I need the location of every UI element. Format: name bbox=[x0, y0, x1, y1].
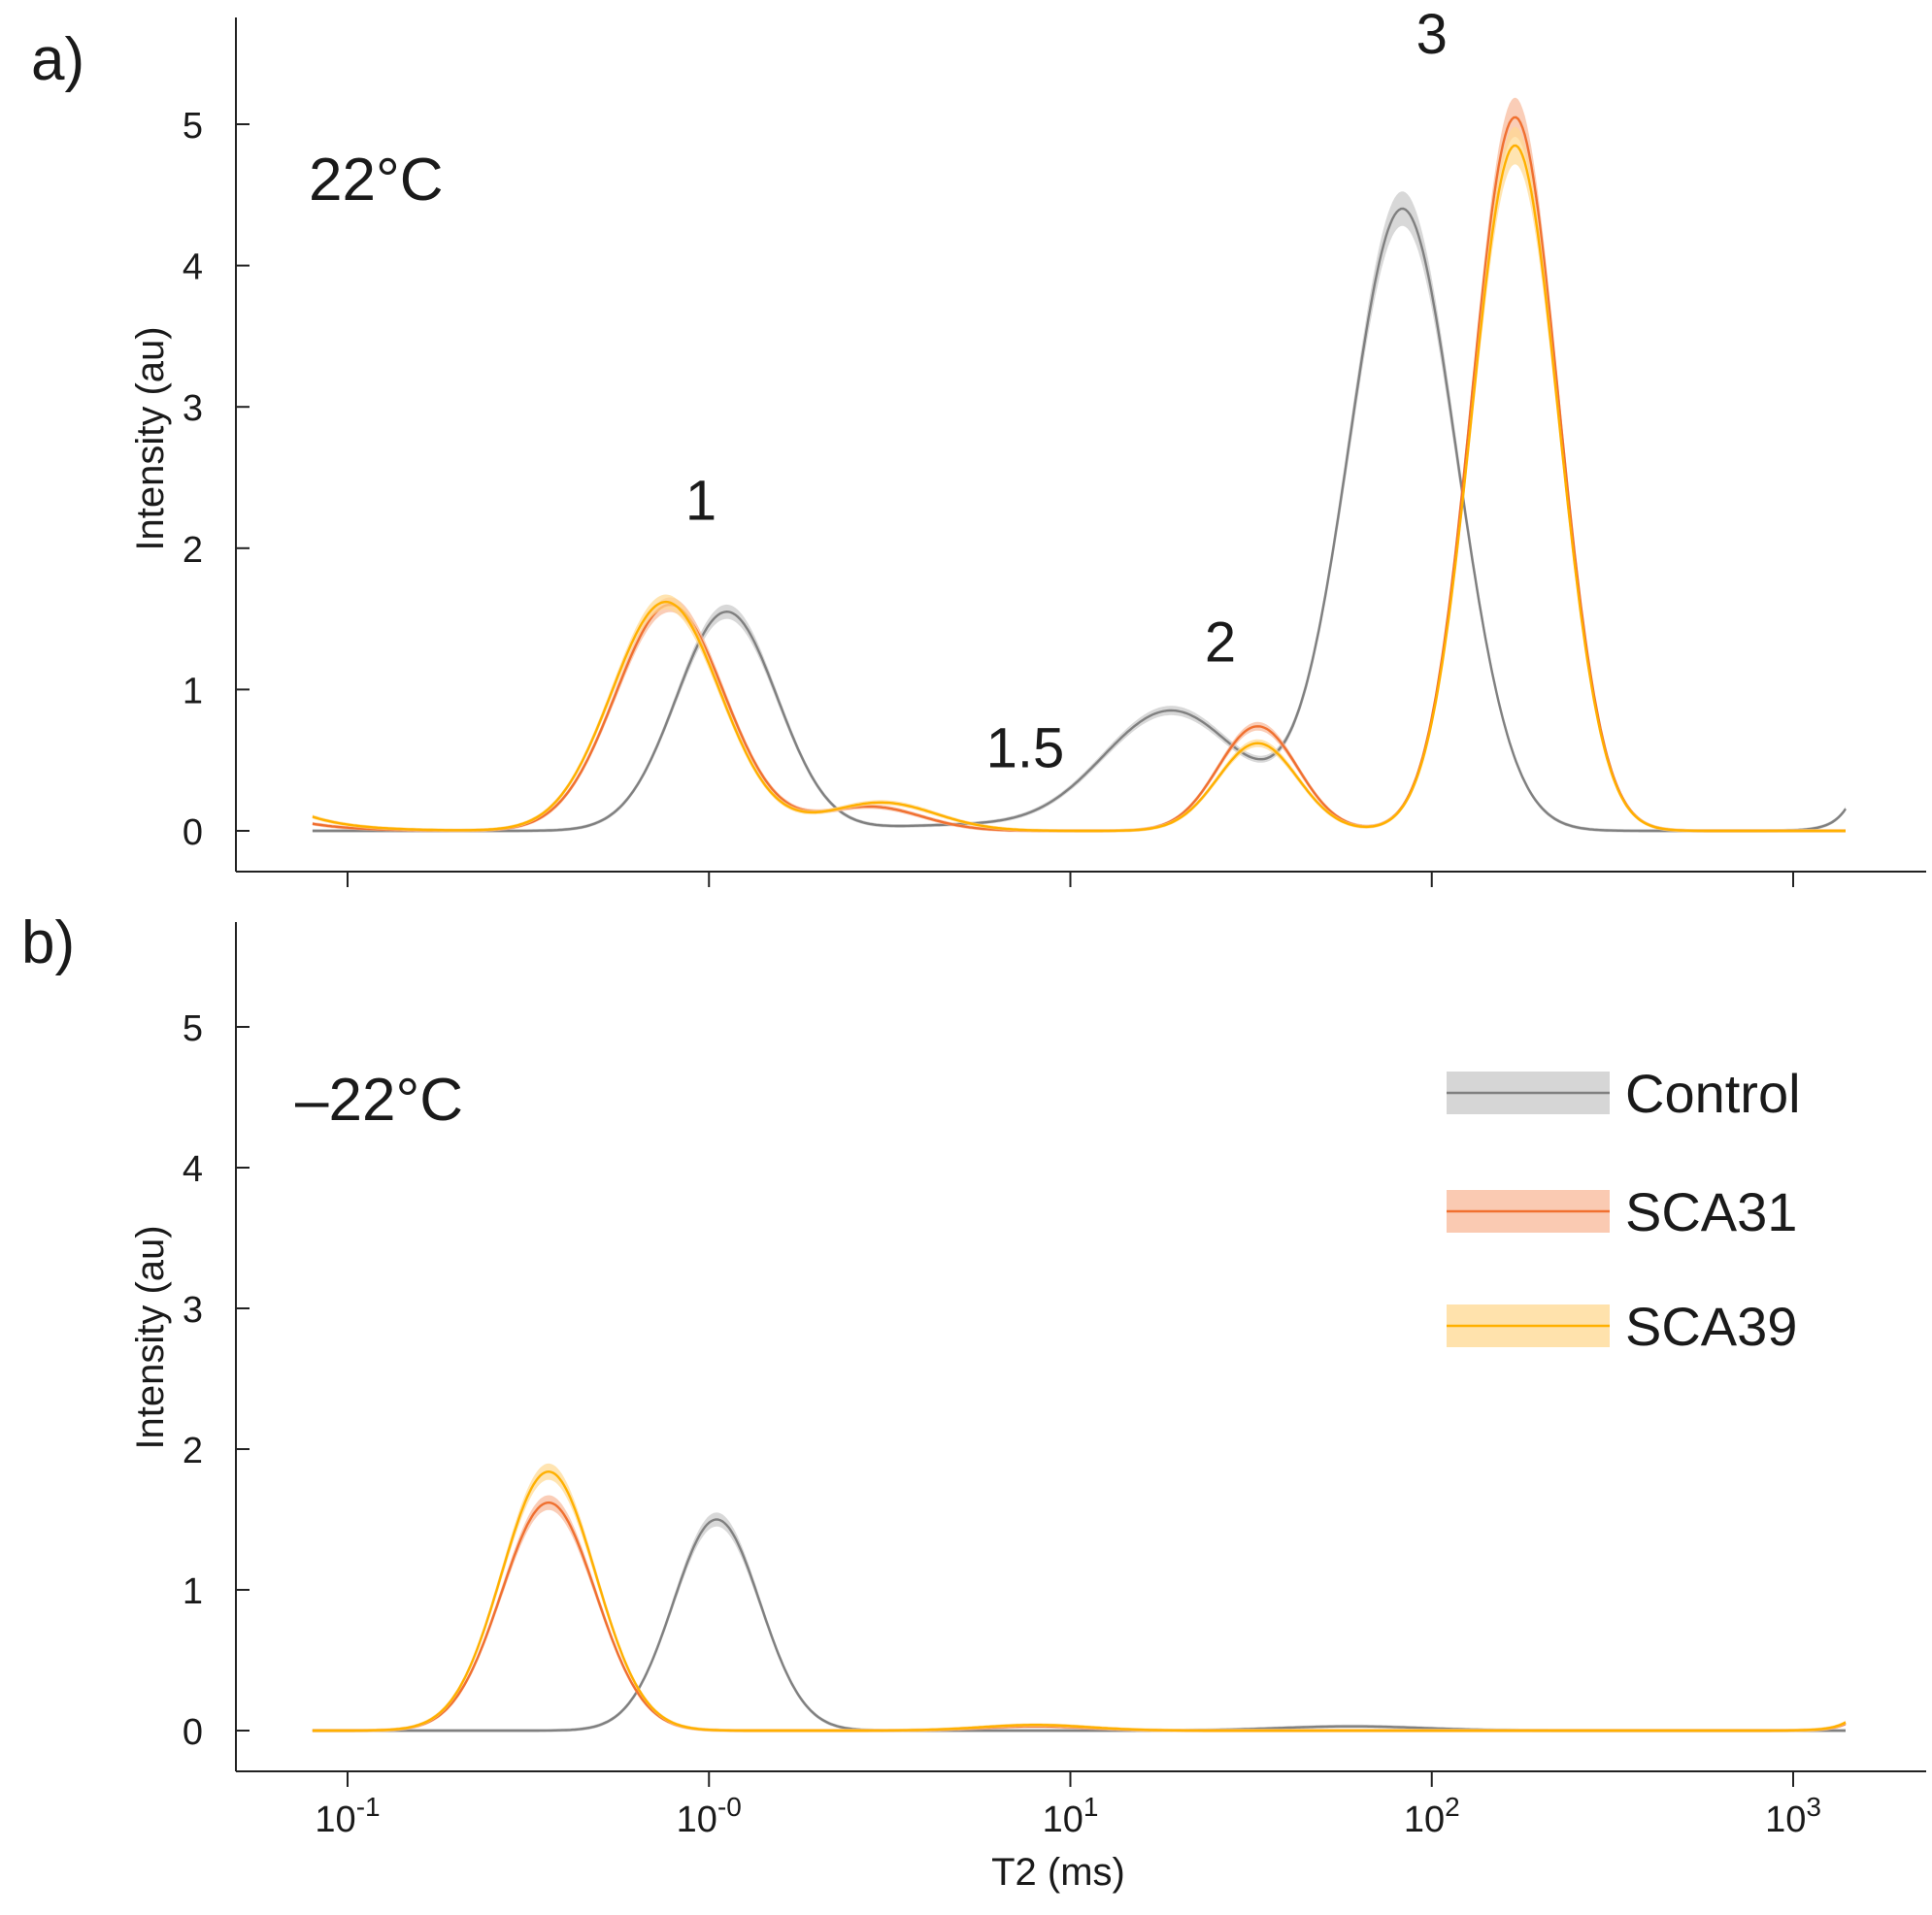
legend-item-sca39: SCA39 bbox=[1447, 1296, 1797, 1357]
panel-a-control-band bbox=[312, 191, 1846, 833]
panel-b-control-line bbox=[312, 1518, 1846, 1733]
panel-b-sca39-line bbox=[312, 1469, 1847, 1733]
legend-sca39-label: SCA39 bbox=[1625, 1296, 1797, 1357]
panel-b-x-tick-label: 10-1 bbox=[315, 1792, 380, 1840]
panel-a-y-axis-title: Intensity (au) bbox=[129, 326, 172, 550]
panel-b-y-tick-label: 4 bbox=[183, 1149, 203, 1190]
legend-item-control: Control bbox=[1447, 1063, 1801, 1124]
panel-a-y-tick-label: 4 bbox=[183, 248, 203, 288]
panel-b-temperature-label: –22°C bbox=[295, 1067, 463, 1134]
panel-b-sca31-band bbox=[312, 1495, 1846, 1733]
series-layer bbox=[312, 97, 1847, 1733]
panel-b-y-tick-label: 5 bbox=[183, 1008, 203, 1049]
panel-b-y-tick-label: 0 bbox=[183, 1712, 203, 1753]
panel-b-y-tick-label: 2 bbox=[183, 1431, 203, 1471]
panel-b-x-tick-label: 103 bbox=[1765, 1792, 1821, 1840]
panel-a-control-line bbox=[312, 207, 1847, 833]
panel-b-control-band bbox=[312, 1512, 1846, 1733]
axes-layer: 0 1 2 3 4 5 0 1 2 3 4 5 10-1 10-0 101 102 103 bbox=[183, 17, 1926, 1840]
panel-b-x-tick-label: 102 bbox=[1404, 1792, 1460, 1840]
legend-item-sca31: SCA31 bbox=[1447, 1181, 1797, 1242]
panel-a-peak-label-4: 3 bbox=[1416, 3, 1448, 66]
panel-b-x-tick-label: 101 bbox=[1043, 1792, 1099, 1840]
panel-b-y-axis-title: Intensity (au) bbox=[129, 1225, 172, 1449]
legend-control-label: Control bbox=[1625, 1063, 1801, 1124]
panel-b-label: b) bbox=[21, 909, 75, 976]
panel-b-x-tick-label: 10-0 bbox=[677, 1792, 742, 1840]
panel-a-peak-label-2: 1.5 bbox=[986, 716, 1065, 779]
legend: Control SCA31 SCA39 bbox=[1447, 1063, 1801, 1357]
panel-b-sca31-line bbox=[312, 1501, 1847, 1733]
panel-a-peak-label-3: 2 bbox=[1205, 611, 1236, 674]
panel-a-temperature-label: 22°C bbox=[309, 147, 444, 214]
panel-a-peak-label-1: 1 bbox=[685, 470, 716, 533]
panel-a-y-tick-label: 1 bbox=[183, 671, 203, 711]
panel-a-sca39-line bbox=[312, 144, 1846, 833]
x-axis-title: T2 (ms) bbox=[991, 1851, 1125, 1894]
panel-a-y-tick-label: 0 bbox=[183, 812, 203, 853]
legend-sca31-label: SCA31 bbox=[1625, 1181, 1797, 1242]
panel-a-y-tick-label: 3 bbox=[183, 388, 203, 429]
panel-b-y-tick-label: 1 bbox=[183, 1571, 203, 1612]
panel-a-sca31-band bbox=[312, 97, 1846, 833]
panel-a-sca31-line bbox=[312, 116, 1846, 833]
panel-a-sca39-band bbox=[312, 126, 1846, 833]
panel-a-y-tick-label: 5 bbox=[183, 106, 203, 147]
panel-b-y-tick-label: 3 bbox=[183, 1290, 203, 1331]
panel-a-label: a) bbox=[31, 26, 84, 93]
peak-labels-layer: 1 1.5 2 3 bbox=[685, 3, 1448, 779]
panel-a-y-tick-label: 2 bbox=[183, 530, 203, 571]
